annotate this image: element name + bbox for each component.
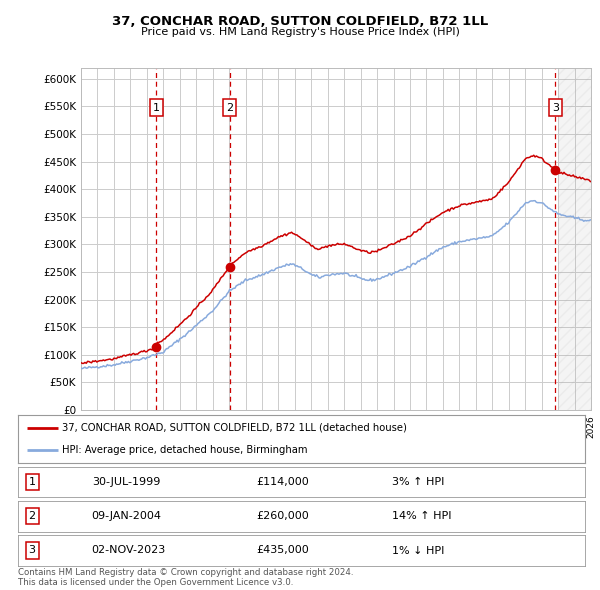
- Text: 30-JUL-1999: 30-JUL-1999: [92, 477, 160, 487]
- Text: HPI: Average price, detached house, Birmingham: HPI: Average price, detached house, Birm…: [62, 445, 308, 455]
- Text: Contains HM Land Registry data © Crown copyright and database right 2024.
This d: Contains HM Land Registry data © Crown c…: [18, 568, 353, 587]
- Text: 37, CONCHAR ROAD, SUTTON COLDFIELD, B72 1LL (detached house): 37, CONCHAR ROAD, SUTTON COLDFIELD, B72 …: [62, 423, 407, 433]
- Text: 2: 2: [29, 512, 36, 521]
- Text: 1% ↓ HPI: 1% ↓ HPI: [392, 546, 445, 555]
- Text: 02-NOV-2023: 02-NOV-2023: [92, 546, 166, 555]
- Text: 3% ↑ HPI: 3% ↑ HPI: [392, 477, 445, 487]
- Bar: [558, 68, 591, 410]
- Text: 37, CONCHAR ROAD, SUTTON COLDFIELD, B72 1LL: 37, CONCHAR ROAD, SUTTON COLDFIELD, B72 …: [112, 15, 488, 28]
- Text: £114,000: £114,000: [256, 477, 309, 487]
- Text: Price paid vs. HM Land Registry's House Price Index (HPI): Price paid vs. HM Land Registry's House …: [140, 27, 460, 37]
- Text: 09-JAN-2004: 09-JAN-2004: [92, 512, 162, 521]
- Text: 2: 2: [226, 103, 233, 113]
- Text: £260,000: £260,000: [256, 512, 309, 521]
- Text: 3: 3: [29, 546, 35, 555]
- Text: 1: 1: [29, 477, 35, 487]
- Text: 1: 1: [153, 103, 160, 113]
- Text: 14% ↑ HPI: 14% ↑ HPI: [392, 512, 452, 521]
- Text: 3: 3: [552, 103, 559, 113]
- Text: £435,000: £435,000: [256, 546, 309, 555]
